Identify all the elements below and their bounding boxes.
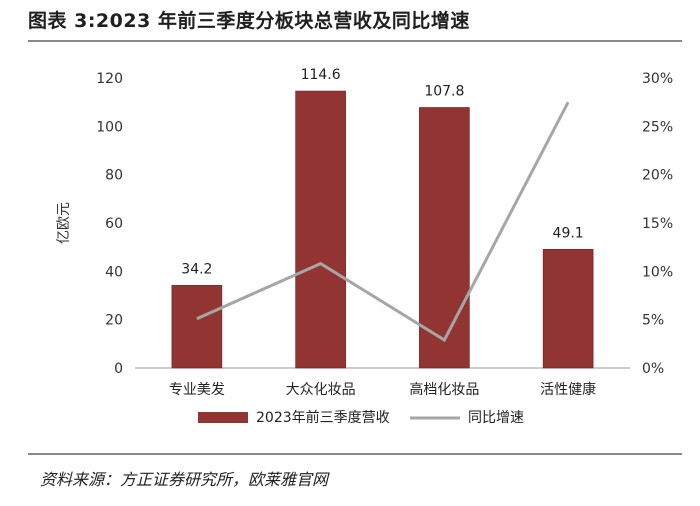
y2-tick-label: 25% [642,119,673,135]
y2-tick-label: 30% [642,71,673,87]
bar [171,285,223,369]
growth-line [196,101,570,343]
x-tick-label: 活性健康 [540,381,596,398]
y2-tick-label: 5% [642,313,664,329]
y2-tick-label: 15% [642,216,673,232]
y-tick-label: 20 [105,313,123,329]
legend-bar-label: 2023年前三季度营收 [256,409,390,426]
y2-tick-label: 20% [642,168,673,184]
bar-series [171,90,594,369]
title-divider [28,40,682,42]
bar-value-label: 49.1 [553,225,584,241]
y-tick-label: 100 [96,119,123,135]
bar-value-label: 114.6 [301,67,341,83]
axes: 0 20 40 60 80 100 120 0% 5% 10% 15% 20% 25% 30% 亿欧元专业美… [56,71,673,398]
bar [542,249,594,369]
y2-tick-label: 0% [642,361,664,377]
x-tick-label: 大众化妆品 [286,382,356,398]
y-tick-label: 80 [105,168,123,184]
y2-tick-label: 10% [642,264,673,280]
y-tick-label: 60 [105,216,123,232]
bar [419,107,470,369]
y-tick-label: 0 [114,361,123,377]
y-axis-label: 亿欧元 [56,202,72,244]
chart-title: 图表 3:2023 年前三季度分板块总营收及同比增速 [28,10,470,32]
bar-line-chart: 0 20 40 60 80 100 120 0% 5% 10% 15% 20% 25% 30% 亿欧元专业美… [56,67,673,426]
x-tick-label: 专业美发 [169,382,225,398]
y-tick-label: 40 [105,264,123,280]
bar-value-label: 34.2 [181,261,212,277]
bar-value-label: 107.8 [424,83,464,99]
x-tick-label: 高档化妆品 [409,381,479,398]
legend: 2023年前三季度营收 同比增速 [198,409,524,426]
source-divider [28,453,682,455]
legend-line-label: 同比增速 [468,410,524,426]
source-note: 资料来源：方正证券研究所，欧莱雅官网 [40,470,329,489]
labels: 34.2 114.6 107.8 49.1 [181,67,583,277]
bar [295,90,346,369]
y-tick-label: 120 [96,71,123,87]
line-series [196,101,570,343]
legend-bar-swatch [198,412,248,423]
